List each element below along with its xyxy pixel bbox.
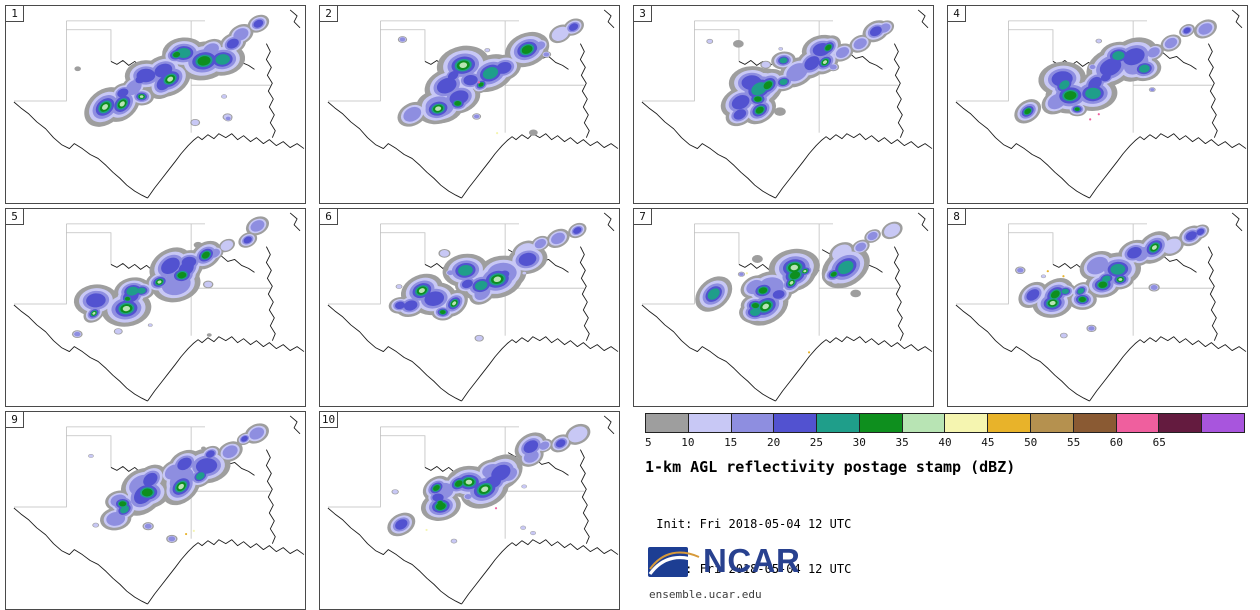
reflectivity-map [13, 9, 305, 199]
radar-echoes-layer [397, 18, 584, 136]
radar-echoes-layer [388, 222, 587, 342]
radar-echoes-layer [1015, 224, 1210, 339]
reflectivity-map [327, 415, 619, 605]
forecast-panel-6: 6 [319, 208, 620, 407]
coast-rivers-layer [13, 212, 305, 402]
radar-echoes-layer [88, 423, 269, 543]
state-borders-layer [327, 426, 585, 539]
panel-number-label: 4 [948, 6, 966, 22]
colorbar-tick: 60 [1109, 436, 1124, 449]
colorbar-tick: 15 [724, 436, 738, 449]
colorbar-tick: 5 [645, 436, 652, 449]
radar-echoes-layer [387, 423, 591, 544]
colorbar-tick: 25 [809, 436, 824, 449]
colorbar-tick: 10 [681, 436, 695, 449]
colorbar-segment-4 [817, 414, 860, 432]
colorbar-segment-3 [774, 414, 818, 432]
colorbar-tick: 35 [895, 436, 909, 449]
colorbar-tick: 65 [1152, 436, 1166, 449]
coast-rivers-layer [13, 9, 305, 199]
colorbar-segment-12 [1159, 414, 1203, 432]
panel-number-label: 3 [634, 6, 652, 22]
panel-number-label: 9 [6, 412, 24, 428]
colorbar-segment-10 [1073, 414, 1117, 432]
colorbar-segment-7 [945, 414, 989, 432]
panel-number-label: 2 [320, 6, 338, 22]
reflectivity-map [13, 415, 305, 605]
colorbar-tick: 30 [852, 436, 866, 449]
reflectivity-map [327, 212, 619, 402]
colorbar-tick: 20 [766, 436, 781, 449]
radar-echoes-layer [71, 216, 270, 338]
reflectivity-colorbar [645, 413, 1245, 433]
forecast-panel-3: 3 [633, 5, 934, 204]
colorbar-segment-11 [1116, 414, 1160, 432]
state-borders-layer [641, 223, 899, 336]
colorbar-tick: 50 [1024, 436, 1038, 449]
colorbar-segment-5 [859, 414, 903, 432]
panel-number-label: 5 [6, 209, 24, 225]
colorbar-segment-13 [1202, 414, 1244, 432]
ncar-logo-text: NCAR [703, 542, 801, 579]
reflectivity-map [955, 212, 1247, 402]
coast-rivers-layer [955, 212, 1247, 402]
colorbar-segment-2 [731, 414, 775, 432]
panel-number-label: 1 [6, 6, 24, 22]
ncar-logo-icon [648, 547, 700, 577]
figure-title: 1-km AGL reflectivity postage stamp (dBZ… [645, 458, 1016, 476]
reflectivity-map [13, 212, 305, 402]
reflectivity-map [955, 9, 1247, 199]
colorbar-segment-6 [902, 414, 946, 432]
radar-echoes-layer [1014, 19, 1217, 124]
forecast-panel-5: 5 [5, 208, 306, 407]
forecast-panel-4: 4 [947, 5, 1248, 204]
colorbar-segment-0 [646, 414, 689, 432]
panel-number-label: 6 [320, 209, 338, 225]
forecast-panel-1: 1 [5, 5, 306, 204]
colorbar-segment-1 [688, 414, 732, 432]
reflectivity-map [641, 9, 933, 199]
site-url-text: ensemble.ucar.edu [649, 588, 762, 601]
forecast-panel-10: 10 [319, 411, 620, 610]
reflectivity-map [327, 9, 619, 199]
colorbar-segment-8 [988, 414, 1032, 432]
radar-echoes-layer [706, 20, 895, 127]
colorbar-tick-labels: 5 10 15 20 25 30 35 40 45 50 55 60 65 [645, 436, 1245, 449]
panel-number-label: 7 [634, 209, 652, 225]
coast-rivers-layer [327, 212, 619, 402]
panel-number-label: 10 [320, 412, 338, 428]
coast-rivers-layer [13, 415, 305, 605]
coast-rivers-layer [641, 9, 933, 199]
radar-echoes-layer [695, 221, 903, 354]
radar-echoes-layer [74, 14, 270, 127]
colorbar-tick: 40 [938, 436, 952, 449]
colorbar-segment-9 [1031, 414, 1074, 432]
panel-number-label: 8 [948, 209, 966, 225]
reflectivity-map [641, 212, 933, 402]
forecast-panel-9: 9 [5, 411, 306, 610]
ncar-logo: NCAR [647, 541, 800, 581]
colorbar-tick: 45 [981, 436, 995, 449]
forecast-panel-8: 8 [947, 208, 1248, 407]
forecast-panel-7: 7 [633, 208, 934, 407]
init-time-text: Init: Fri 2018-05-04 12 UTC [649, 517, 852, 531]
forecast-panel-2: 2 [319, 5, 620, 204]
legend-block: 5 10 15 20 25 30 35 40 45 50 55 60 65 1-km AGL refle… [645, 411, 1245, 610]
colorbar-tick: 55 [1066, 436, 1081, 449]
